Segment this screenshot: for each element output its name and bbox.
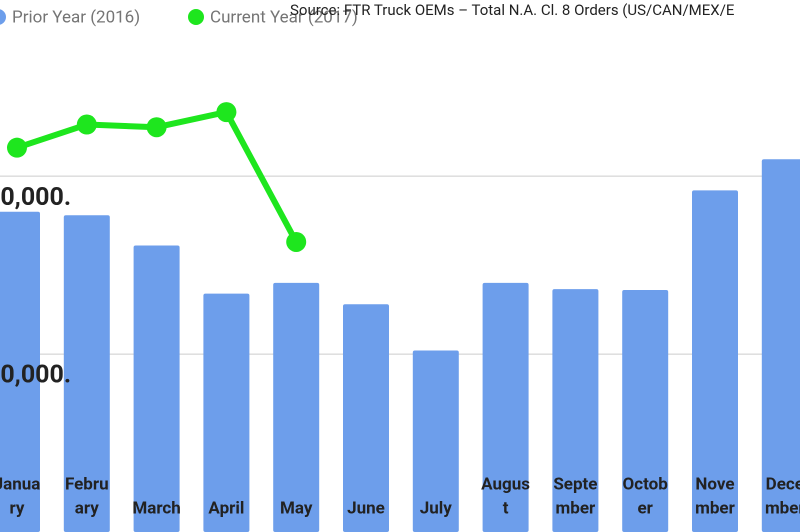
bar	[343, 304, 389, 532]
x-tick-label: May	[280, 498, 313, 518]
x-tick-label: ry	[10, 498, 25, 518]
y-tick-label: 20,000.	[0, 183, 71, 212]
x-tick-label: mber	[765, 498, 800, 518]
line-point	[216, 102, 237, 123]
bar	[0, 211, 40, 532]
line-point	[76, 114, 97, 135]
x-tick-label: ary	[75, 498, 99, 518]
x-tick-label: Nove	[695, 474, 734, 494]
x-tick-label: March	[132, 498, 180, 518]
x-tick-label: mber	[695, 498, 735, 518]
chart-subtitle: Source: FTR Truck OEMs – Total N.A. Cl. …	[290, 1, 735, 19]
legend-label: Current Year (2017)	[210, 7, 358, 27]
line-point	[7, 137, 27, 158]
bar	[482, 282, 529, 532]
bar	[622, 290, 669, 532]
bar	[552, 289, 599, 532]
bar	[203, 293, 250, 532]
x-tick-label: Octob	[623, 474, 668, 494]
line-point	[286, 231, 307, 252]
legend-marker	[188, 9, 204, 25]
line-point	[146, 117, 167, 138]
y-tick-label: 10,000.	[0, 361, 71, 390]
x-tick-label: April	[208, 498, 244, 518]
bar	[692, 190, 738, 532]
x-tick-label: mber	[556, 498, 596, 518]
x-tick-label: Febru	[65, 474, 109, 494]
bar	[63, 215, 110, 532]
x-tick-label: Septe	[553, 474, 597, 494]
x-tick-label: June	[347, 498, 385, 518]
x-tick-label: Dece	[766, 474, 800, 494]
x-tick-label: July	[420, 498, 453, 518]
bar	[761, 159, 800, 532]
bar	[273, 282, 320, 532]
x-tick-label: Janua	[0, 474, 40, 494]
x-tick-label: Augus	[481, 474, 530, 494]
legend-label: Prior Year (2016)	[12, 7, 140, 27]
x-tick-label: er	[637, 498, 653, 518]
bar	[412, 350, 459, 532]
bar	[133, 245, 180, 532]
legend-marker	[0, 9, 6, 25]
x-tick-label: t	[503, 498, 509, 518]
